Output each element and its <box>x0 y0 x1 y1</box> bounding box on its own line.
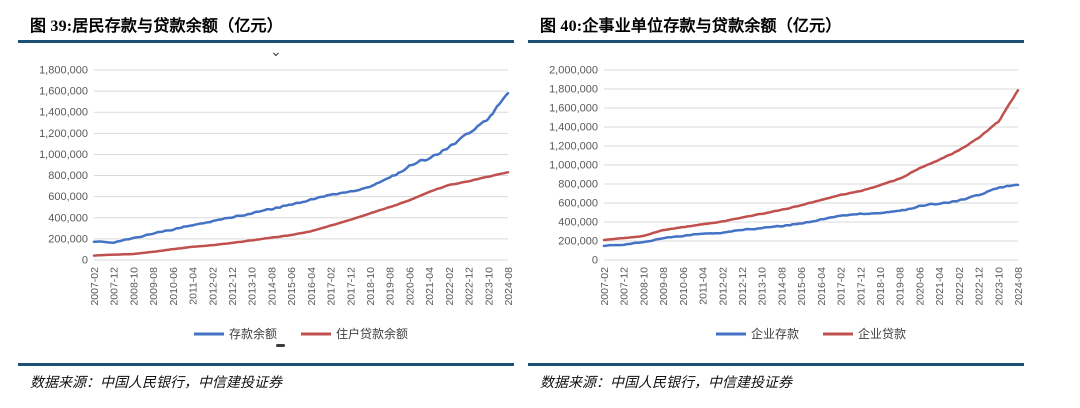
x-tick-label: 2018-10 <box>365 267 377 306</box>
x-tick-label: 2017-02 <box>836 267 848 306</box>
figure-39-panel: 图 39:居民存款与贷款余额（亿元） 0 200,000 400,000 600,00… <box>18 0 515 408</box>
figure-40-line-chart: 0 200,000 400,000 600,000 800,000 1,000,000 1,… <box>528 46 1025 362</box>
figure-40-title-rule <box>528 40 1024 43</box>
figure-39-title-rule <box>18 40 514 43</box>
y-tick-label: 0 <box>82 255 88 267</box>
x-tick-label: 2016-04 <box>306 267 318 306</box>
x-tick-label: 2012-12 <box>737 267 749 306</box>
line-chart-svg: 0 200,000 400,000 600,000 800,000 1,000,000 1,… <box>39 65 515 342</box>
x-tick-label: 2011-04 <box>188 267 200 305</box>
legend: 企业存款 企业贷款 <box>716 326 906 341</box>
figure-40-title: 图 40:企事业单位存款与贷款余额（亿元） <box>540 18 842 35</box>
series-line-住户贷款余额 <box>92 171 510 257</box>
y-tick-label: 1,400,000 <box>39 107 88 119</box>
x-tick-label: 2023-10 <box>993 267 1005 306</box>
figure-39-line-chart: 0 200,000 400,000 600,000 800,000 1,000,000 1,… <box>18 46 515 362</box>
x-tick-label: 2021-04 <box>934 267 946 306</box>
figure-40-panel: 图 40:企事业单位存款与贷款余额（亿元） 0 200,000 400,000 600… <box>528 0 1025 408</box>
x-tick-label: 2010-06 <box>168 267 180 306</box>
x-axis-tick-labels: 2007-02 2007-12 2008-10 2009-08 2010-06 2011-… <box>599 267 1025 306</box>
y-tick-label: 1,600,000 <box>549 103 598 115</box>
x-tick-label: 2017-12 <box>855 267 867 306</box>
x-tick-label: 2007-02 <box>89 267 101 306</box>
y-tick-label: 2,000,000 <box>549 65 598 77</box>
x-tick-label: 2008-10 <box>638 267 650 306</box>
gridlines <box>94 69 508 261</box>
y-tick-label: 1,000,000 <box>549 160 598 172</box>
y-tick-label: 1,800,000 <box>549 84 598 96</box>
y-tick-label: 800,000 <box>48 170 88 182</box>
y-tick-label: 1,200,000 <box>39 128 88 140</box>
y-tick-label: 1,600,000 <box>39 86 88 98</box>
figure-39-footer-rule <box>18 363 514 366</box>
x-tick-label: 2019-08 <box>895 267 907 306</box>
legend-label: 企业存款 <box>751 326 799 341</box>
x-tick-label: 2007-02 <box>599 267 611 306</box>
line-chart-svg: 0 200,000 400,000 600,000 800,000 1,000,000 1,… <box>549 65 1025 342</box>
legend-label: 企业贷款 <box>858 326 906 341</box>
x-tick-label: 2015-06 <box>286 267 298 306</box>
legend-label: 存款余额 <box>229 326 277 341</box>
x-tick-label: 2008-10 <box>128 267 140 306</box>
x-tick-label: 2009-08 <box>658 267 670 306</box>
y-tick-label: 1,200,000 <box>549 141 598 153</box>
x-tick-label: 2010-06 <box>678 267 690 306</box>
x-tick-label: 2009-08 <box>148 267 160 306</box>
x-tick-label: 2007-12 <box>109 267 121 306</box>
y-tick-label: 1,400,000 <box>549 122 598 134</box>
series-line-企业贷款 <box>602 89 1020 242</box>
x-tick-label: 2020-06 <box>914 267 926 306</box>
y-tick-label: 0 <box>592 255 598 267</box>
series-line-存款余额 <box>92 91 510 245</box>
x-tick-label: 2022-12 <box>974 267 986 306</box>
x-tick-label: 2014-08 <box>776 267 788 306</box>
y-tick-label: 200,000 <box>48 233 88 245</box>
figure-40-source: 数据来源：中国人民银行，中信建投证券 <box>540 376 792 391</box>
x-tick-label: 2022-02 <box>954 267 966 306</box>
x-tick-label: 2016-04 <box>816 267 828 306</box>
y-axis-tick-labels: 0 200,000 400,000 600,000 800,000 1,000,000 1,… <box>549 65 598 267</box>
y-tick-label: 800,000 <box>558 179 598 191</box>
artifact-chevron-icon: ⌄ <box>270 44 282 60</box>
series-line-企业存款 <box>602 183 1020 248</box>
y-tick-label: 1,000,000 <box>39 149 88 161</box>
x-tick-label: 2019-08 <box>385 267 397 306</box>
x-tick-label: 2012-02 <box>207 267 219 306</box>
x-tick-label: 2022-12 <box>464 267 476 306</box>
artifact-dash-mark <box>276 344 285 347</box>
x-tick-label: 2013-10 <box>247 267 259 306</box>
x-tick-label: 2018-10 <box>875 267 887 306</box>
legend-label: 住户贷款余额 <box>336 326 408 341</box>
x-tick-label: 2021-04 <box>424 267 436 306</box>
x-tick-label: 2015-06 <box>796 267 808 306</box>
x-axis-tick-labels: 2007-02 2007-12 2008-10 2009-08 2010-06 2011-… <box>89 267 515 306</box>
figure-39-title: 图 39:居民存款与贷款余额（亿元） <box>30 18 283 35</box>
x-tick-label: 2012-02 <box>717 267 729 306</box>
x-tick-label: 2017-02 <box>326 267 338 306</box>
x-tick-label: 2024-08 <box>503 267 514 306</box>
x-tick-label: 2011-04 <box>698 267 710 305</box>
figure-39-source: 数据来源：中国人民银行，中信建投证券 <box>30 376 282 391</box>
x-tick-label: 2020-06 <box>404 267 416 306</box>
y-tick-label: 200,000 <box>558 236 598 248</box>
x-tick-label: 2012-12 <box>227 267 239 306</box>
x-tick-label: 2013-10 <box>757 267 769 306</box>
legend: 存款余额 住户贷款余额 <box>194 326 408 341</box>
figure-40-footer-rule <box>528 363 1024 366</box>
x-tick-label: 2007-12 <box>619 267 631 306</box>
x-tick-label: 2023-10 <box>483 267 495 306</box>
x-tick-label: 2024-08 <box>1013 267 1024 306</box>
x-tick-label: 2017-12 <box>345 267 357 306</box>
y-tick-label: 400,000 <box>558 217 598 229</box>
x-tick-label: 2014-08 <box>266 267 278 306</box>
y-tick-label: 600,000 <box>48 191 88 203</box>
y-tick-label: 400,000 <box>48 212 88 224</box>
y-axis-tick-labels: 0 200,000 400,000 600,000 800,000 1,000,000 1,… <box>39 65 88 267</box>
gridlines <box>604 69 1018 261</box>
y-tick-label: 1,800,000 <box>39 65 88 77</box>
y-tick-label: 600,000 <box>558 198 598 210</box>
x-tick-label: 2022-02 <box>444 267 456 306</box>
